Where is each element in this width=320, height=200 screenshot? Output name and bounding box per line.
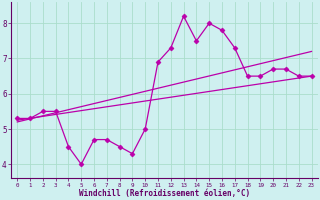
X-axis label: Windchill (Refroidissement éolien,°C): Windchill (Refroidissement éolien,°C): [79, 189, 250, 198]
